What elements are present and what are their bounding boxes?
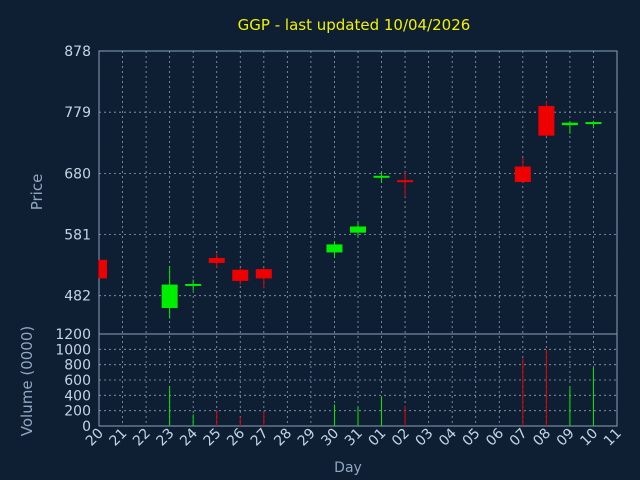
volume-tick-label: 1000	[55, 342, 91, 358]
candle-body	[397, 180, 414, 183]
x-tick-label: 04	[436, 425, 460, 449]
x-tick-label: 02	[389, 426, 413, 450]
x-tick-label: 09	[554, 426, 578, 450]
candle-body	[99, 259, 107, 279]
volume-tick-label: 400	[64, 388, 91, 404]
candle-body	[326, 244, 343, 253]
volume-tick-label: 800	[64, 358, 91, 374]
price-tick-label: 482	[64, 289, 91, 305]
candle-body	[538, 105, 555, 136]
volume-tick-label: 0	[82, 419, 91, 435]
x-tick-label: 27	[248, 426, 272, 450]
price-tick-label: 680	[64, 166, 91, 182]
x-tick-label: 03	[413, 426, 437, 450]
x-tick-label: 28	[271, 426, 295, 450]
x-tick-label: 01	[365, 426, 389, 450]
candle-body	[585, 122, 602, 125]
x-tick-label: 26	[224, 425, 248, 449]
x-tick-label: 22	[130, 426, 154, 450]
x-tick-label: 08	[530, 426, 554, 450]
x-tick-label: 29	[295, 426, 319, 450]
x-tick-label: 05	[460, 426, 484, 450]
volume-tick-label: 1200	[55, 327, 91, 343]
x-tick-label: 21	[106, 426, 130, 450]
x-tick-label: 11	[601, 426, 625, 450]
volume-axis-label: Volume (0000)	[18, 326, 36, 436]
candle-body	[255, 269, 272, 279]
price-tick-label: 581	[64, 228, 91, 244]
candle-body	[161, 284, 178, 309]
x-tick-label: 10	[577, 426, 601, 450]
candle-body	[350, 226, 366, 233]
x-axis-label: Day	[334, 460, 362, 476]
candle-body	[514, 166, 531, 182]
candle-body	[561, 122, 578, 126]
x-tick-label: 25	[201, 426, 225, 450]
volume-tick-label: 600	[64, 373, 91, 389]
x-tick-label: 31	[342, 426, 366, 450]
volume-tick-label: 200	[64, 404, 91, 420]
x-tick-label: 07	[507, 426, 531, 450]
x-tick-label: 30	[318, 426, 342, 450]
x-tick-label: 06	[483, 425, 507, 449]
chart-title: GGP - last updated 10/04/2026	[238, 16, 471, 34]
x-tick-label: 24	[177, 425, 201, 449]
x-tick-label: 23	[154, 426, 178, 450]
price-tick-label: 878	[64, 44, 91, 60]
candle-body	[232, 269, 249, 281]
candle-body	[373, 175, 390, 178]
candle-body	[208, 257, 225, 263]
price-tick-label: 779	[64, 105, 91, 121]
price-axis-label: Price	[28, 174, 46, 211]
candle-body	[185, 283, 202, 286]
